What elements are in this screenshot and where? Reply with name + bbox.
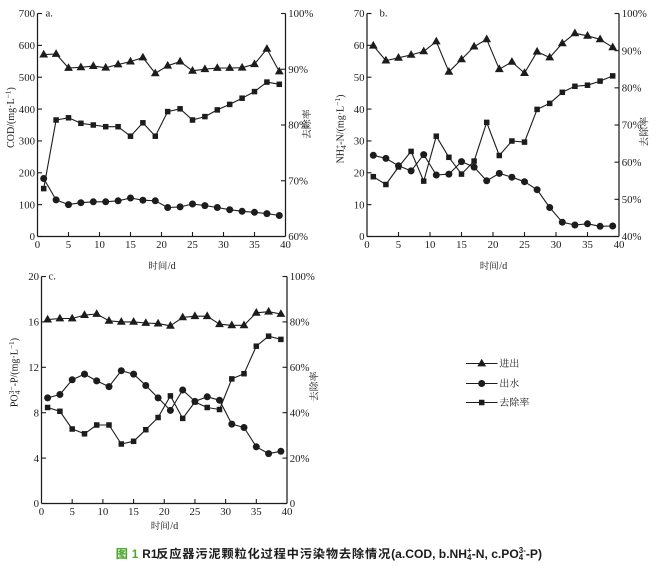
svg-text:0: 0 (30, 231, 35, 243)
svg-text:30: 30 (220, 506, 231, 518)
svg-text:3-: 3- (519, 546, 526, 555)
svg-text:+: + (467, 546, 472, 555)
svg-text:): ) (10, 338, 21, 341)
svg-text:10: 10 (97, 506, 108, 518)
svg-text:30: 30 (218, 239, 229, 251)
svg-text:60%: 60% (290, 362, 310, 374)
svg-text:/d: /d (170, 521, 178, 532)
svg-text:90%: 90% (622, 45, 642, 57)
svg-text:/d: /d (499, 261, 507, 272)
svg-text:30: 30 (551, 239, 562, 251)
svg-text:400: 400 (19, 104, 35, 116)
svg-text:100: 100 (19, 199, 35, 211)
svg-text:35: 35 (249, 239, 260, 251)
svg-text:70: 70 (354, 8, 365, 20)
svg-text:100%: 100% (622, 8, 647, 20)
svg-text:15: 15 (125, 239, 136, 251)
svg-text:a.: a. (46, 8, 54, 20)
svg-text:+: + (333, 145, 342, 149)
svg-text:20%: 20% (290, 453, 310, 465)
svg-text:35: 35 (251, 506, 262, 518)
svg-text:): ) (6, 87, 17, 90)
svg-text:20: 20 (28, 271, 39, 283)
svg-text:3−: 3− (7, 386, 16, 394)
svg-text:4: 4 (13, 390, 22, 394)
svg-text:0: 0 (39, 506, 44, 518)
svg-text:40%: 40% (290, 407, 310, 419)
svg-text:700: 700 (19, 8, 35, 20)
svg-text:4: 4 (34, 453, 40, 465)
svg-text:25: 25 (519, 239, 530, 251)
svg-text:15: 15 (456, 239, 467, 251)
svg-text:500: 500 (19, 72, 35, 84)
svg-text:30: 30 (354, 136, 365, 148)
svg-text:50: 50 (354, 72, 365, 84)
svg-text:NH: NH (336, 149, 347, 163)
svg-text:PO: PO (10, 394, 21, 407)
svg-text:-N/(mg·L: -N/(mg·L (336, 106, 347, 145)
svg-text:12: 12 (28, 362, 39, 374)
svg-text:0: 0 (364, 239, 369, 251)
svg-text:5: 5 (396, 239, 401, 251)
svg-text:100%: 100% (290, 271, 315, 283)
svg-text:90%: 90% (288, 64, 308, 76)
svg-text:60%: 60% (288, 231, 308, 243)
svg-text:80%: 80% (290, 317, 310, 329)
svg-text:70%: 70% (622, 120, 642, 132)
svg-text:): ) (336, 95, 347, 98)
svg-text:4: 4 (519, 553, 524, 562)
svg-text:20: 20 (354, 167, 365, 179)
svg-text:35: 35 (582, 239, 593, 251)
svg-text:70%: 70% (288, 175, 308, 187)
svg-text:0: 0 (290, 498, 295, 510)
svg-text:−1: −1 (333, 98, 342, 106)
svg-text:0: 0 (35, 239, 40, 251)
svg-text:25: 25 (190, 506, 201, 518)
svg-text:100%: 100% (288, 8, 313, 20)
svg-text:/d: /d (168, 261, 176, 272)
svg-text:50%: 50% (622, 194, 642, 206)
svg-text:80%: 80% (288, 120, 308, 132)
svg-text:4: 4 (339, 145, 348, 149)
svg-text:8: 8 (34, 407, 39, 419)
svg-text:b.: b. (380, 8, 388, 20)
svg-text:10: 10 (425, 239, 436, 251)
svg-text:80%: 80% (622, 83, 642, 95)
svg-text:60: 60 (354, 40, 365, 52)
svg-text:10: 10 (354, 199, 365, 211)
svg-text:20: 20 (488, 239, 499, 251)
svg-text:40: 40 (614, 239, 625, 251)
svg-text:200: 200 (19, 167, 35, 179)
svg-text:5: 5 (66, 239, 71, 251)
svg-text:20: 20 (156, 239, 167, 251)
svg-text:0: 0 (34, 498, 39, 510)
svg-text:COD/(mg·L: COD/(mg·L (6, 98, 17, 147)
svg-text:0: 0 (359, 231, 364, 243)
svg-text:15: 15 (128, 506, 139, 518)
svg-text:20: 20 (159, 506, 170, 518)
svg-text:300: 300 (19, 136, 35, 148)
svg-text:16: 16 (28, 317, 39, 329)
svg-text:40%: 40% (622, 231, 642, 243)
svg-text:−1: −1 (3, 90, 12, 98)
svg-text:5: 5 (69, 506, 74, 518)
svg-text:40: 40 (280, 239, 291, 251)
svg-text:60%: 60% (622, 157, 642, 169)
svg-text:-P): -P) (526, 547, 542, 561)
svg-text:40: 40 (354, 104, 365, 116)
svg-text:−1: −1 (7, 341, 16, 349)
svg-text:R1: R1 (142, 547, 158, 561)
svg-text:4: 4 (467, 553, 472, 562)
svg-text:1: 1 (132, 547, 139, 561)
svg-text:(a.COD, b.NH: (a.COD, b.NH (391, 547, 467, 561)
svg-text:40: 40 (282, 506, 293, 518)
svg-text:-P/(mg·L: -P/(mg·L (10, 349, 21, 386)
svg-text:-N, c.PO: -N, c.PO (472, 547, 519, 561)
svg-text:10: 10 (94, 239, 105, 251)
svg-text:25: 25 (187, 239, 198, 251)
svg-text:600: 600 (19, 40, 35, 52)
svg-text:c.: c. (49, 271, 57, 283)
